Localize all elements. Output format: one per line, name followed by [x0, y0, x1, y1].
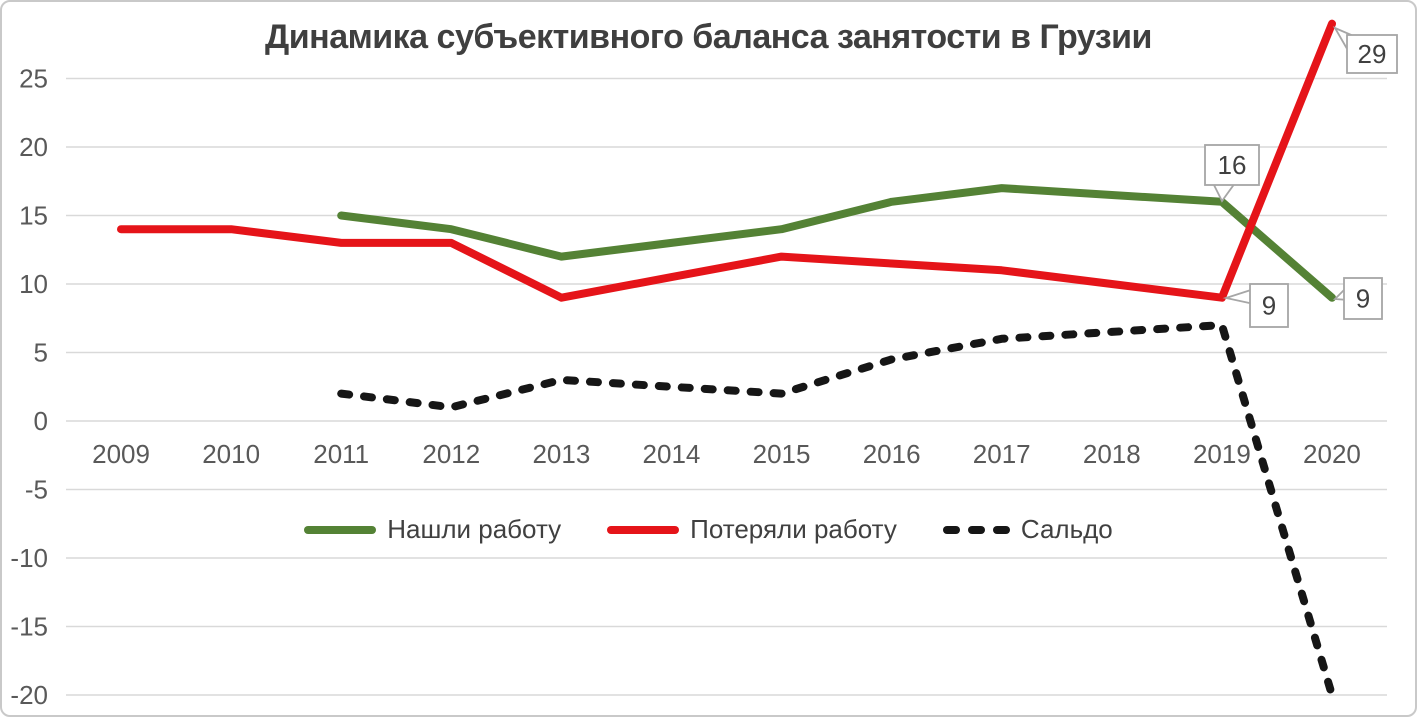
data-label-value: 9	[1262, 291, 1276, 321]
legend-swatch-found-work	[304, 525, 377, 534]
series-line-balance	[337, 321, 1336, 699]
legend-item-found-work: Нашли работу	[304, 514, 561, 545]
x-axis-tick-label: 2020	[1303, 439, 1361, 469]
y-axis-tick-label: 15	[19, 201, 48, 231]
legend-item-lost-work: Потеряли работу	[607, 514, 897, 545]
data-label-box	[1346, 34, 1398, 74]
x-axis-tick-label: 2016	[863, 439, 921, 469]
series-line-lost-work	[117, 19, 1336, 302]
legend-swatch-lost-work	[607, 525, 680, 534]
data-label-box	[1249, 283, 1289, 328]
y-axis-tick-label: -15	[10, 612, 48, 642]
y-axis-tick-label: -20	[10, 680, 48, 710]
y-axis-tick-label: 0	[34, 406, 48, 436]
x-axis-tick-label: 2013	[532, 439, 590, 469]
legend-label-found-work: Нашли работу	[387, 514, 562, 544]
y-axis-tick-label: -5	[25, 475, 48, 505]
y-axis-tick-label: -10	[10, 543, 48, 573]
x-axis-tick-label: 2010	[202, 439, 260, 469]
x-axis-tick-label: 2015	[753, 439, 811, 469]
y-axis-tick-label: 5	[34, 338, 48, 368]
data-label-value: 9	[1356, 284, 1370, 314]
legend-label-lost-work: Потеряли работу	[690, 514, 897, 544]
data-label-value: 29	[1358, 39, 1387, 69]
x-axis-tick-label: 2017	[973, 439, 1031, 469]
x-axis-tick-label: 2014	[643, 439, 701, 469]
data-label-box	[1204, 144, 1260, 186]
legend-label-balance: Сальдо	[1020, 514, 1113, 544]
y-axis-tick-label: 20	[19, 132, 48, 162]
x-axis-tick-label: 2012	[422, 439, 480, 469]
legend-swatch-balance	[942, 525, 1010, 534]
chart-legend: Нашли работу Потеряли работу Сальдо	[2, 514, 1415, 545]
data-label-box	[1343, 277, 1383, 320]
y-axis-tick-label: 25	[19, 64, 48, 94]
series-line-found-work	[337, 184, 1336, 302]
legend-item-balance: Сальдо	[942, 514, 1113, 545]
data-label-value: 16	[1218, 150, 1247, 180]
x-axis-tick-label: 2018	[1083, 439, 1141, 469]
x-axis-tick-label: 2009	[92, 439, 150, 469]
x-axis-tick-label: 2019	[1193, 439, 1251, 469]
y-axis-tick-label: 10	[19, 269, 48, 299]
x-axis-tick-label: 2011	[313, 439, 369, 469]
chart-title: Динамика субъективного баланса занятости…	[265, 18, 1152, 56]
